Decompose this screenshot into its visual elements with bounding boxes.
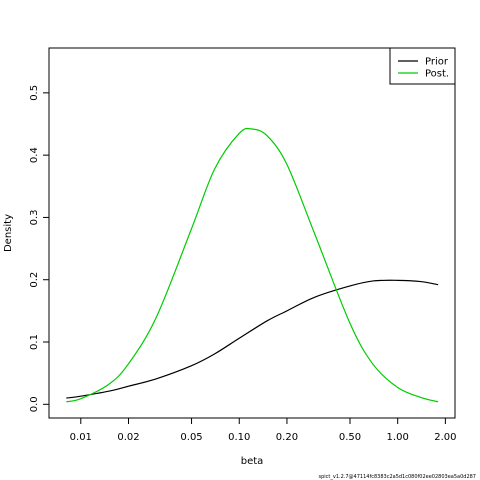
- series-line-prior: [66, 279, 439, 399]
- y-tick-label: 0.3: [29, 209, 40, 225]
- y-axis-title: Density: [3, 214, 14, 252]
- x-tick-label: 0.50: [339, 432, 361, 443]
- y-tick-label: 0.0: [29, 396, 40, 412]
- x-tick-label: 0.01: [70, 432, 92, 443]
- x-axis: 0.01 0.02 0.05 0.10 0.20 0.50 1.00 2.00: [70, 418, 457, 443]
- y-tick-label: 0.4: [29, 147, 40, 163]
- x-tick-label: 2.00: [434, 432, 456, 443]
- y-tick-label: 0.1: [29, 334, 40, 350]
- x-axis-title: beta: [241, 456, 264, 467]
- footer-version: spict_v1.2.7@47114fc8383c2a5d1c080f02ee0…: [319, 474, 477, 480]
- x-tick-label: 1.00: [387, 432, 409, 443]
- plot-frame: [48, 47, 456, 419]
- x-tick-label: 0.10: [228, 432, 250, 443]
- x-tick-label: 0.20: [276, 432, 298, 443]
- x-tick-label: 0.02: [117, 432, 139, 443]
- legend-box: [389, 47, 456, 85]
- legend-label: Post.: [425, 69, 449, 80]
- legend-label: Prior: [425, 57, 449, 68]
- series-layer: [66, 127, 439, 403]
- y-tick-label: 0.5: [29, 85, 40, 101]
- x-tick-label: 0.05: [180, 432, 202, 443]
- y-axis: 0.0 0.1 0.2 0.3 0.4 0.5: [29, 85, 49, 412]
- y-tick-label: 0.2: [29, 272, 40, 288]
- series-line-post: [66, 127, 439, 403]
